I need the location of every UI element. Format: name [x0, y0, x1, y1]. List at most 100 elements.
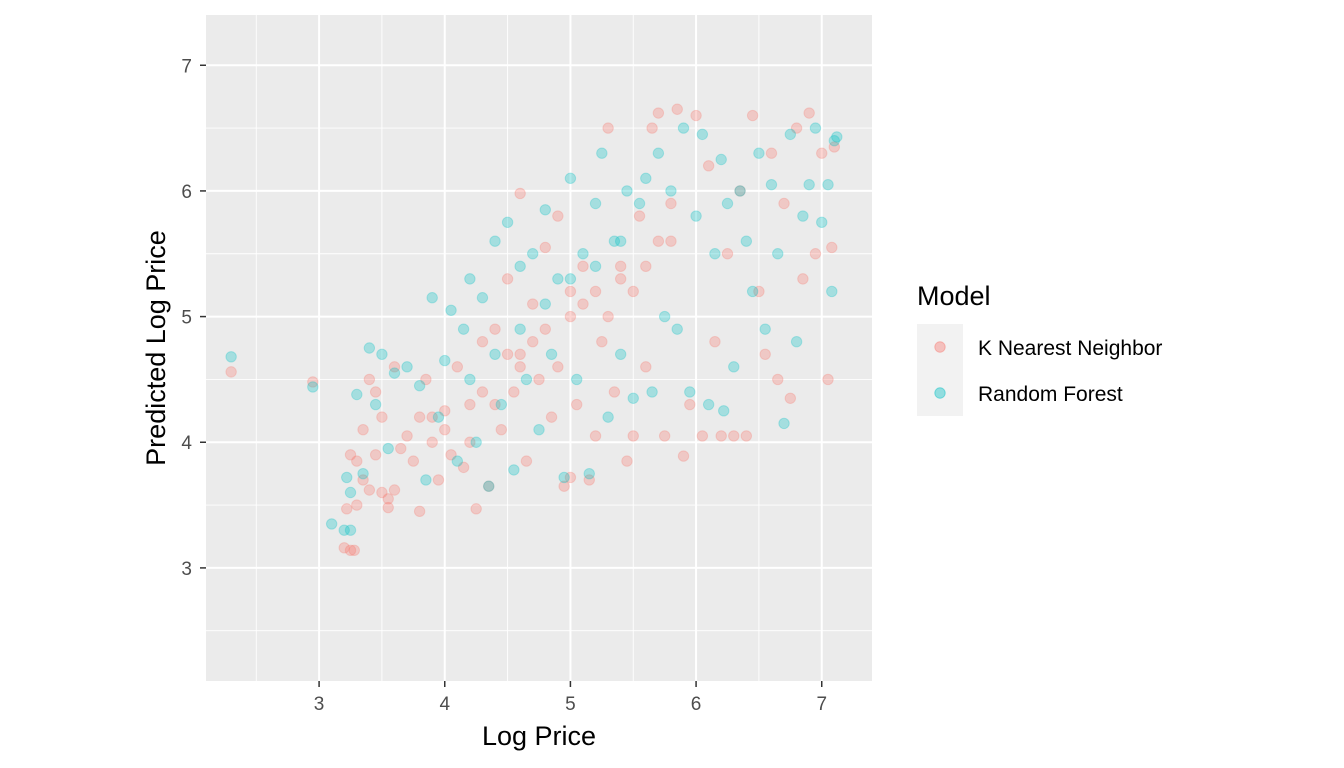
data-point: [677, 450, 690, 462]
data-point: [489, 398, 501, 411]
data-point: [388, 367, 401, 379]
data-point: [483, 480, 495, 492]
data-point: [596, 336, 608, 348]
data-point: [589, 197, 602, 210]
data-point: [652, 235, 665, 247]
data-point: [602, 122, 614, 134]
data-point: [341, 471, 353, 484]
data-point: [715, 153, 727, 166]
data-point: [464, 273, 476, 285]
data-point: [533, 373, 545, 386]
data-point: [457, 461, 470, 474]
data-point: [344, 544, 357, 557]
data-point: [357, 423, 369, 436]
data-point: [495, 398, 508, 411]
data-point: [338, 524, 350, 536]
data-point: [552, 361, 564, 373]
data-point: [740, 430, 753, 442]
data-point: [608, 235, 621, 247]
data-point: [539, 323, 551, 335]
data-point: [382, 442, 394, 455]
data-point: [633, 210, 646, 222]
data-point: [344, 449, 357, 461]
data-point: [772, 373, 784, 386]
y-axis-title: Predicted Log Price: [141, 230, 171, 466]
data-point: [344, 486, 357, 499]
data-point: [439, 405, 451, 417]
data-point: [816, 216, 828, 229]
data-point: [778, 417, 790, 430]
data-point: [772, 248, 784, 260]
data-point: [369, 449, 382, 461]
y-tick-label: 7: [181, 56, 192, 77]
x-axis: 3 4 5 6 7: [314, 681, 827, 715]
data-point: [665, 235, 677, 247]
data-point: [413, 505, 426, 518]
data-point: [501, 216, 514, 229]
data-point: [709, 336, 721, 348]
data-point: [614, 235, 627, 247]
data-point: [307, 381, 319, 393]
data-point: [351, 388, 363, 401]
data-point: [658, 430, 671, 442]
data-point: [225, 366, 237, 378]
grid-major: [206, 15, 872, 681]
x-axis-title: Log Price: [482, 721, 596, 751]
data-point: [646, 122, 658, 134]
data-point: [822, 373, 834, 386]
data-point: [520, 373, 533, 386]
data-point: [445, 449, 457, 461]
data-point: [401, 361, 413, 373]
data-point: [797, 273, 809, 285]
legend-label-1: K Nearest Neighbor: [978, 337, 1162, 360]
data-point: [514, 323, 526, 335]
data-point: [809, 122, 822, 134]
series-1: [225, 103, 841, 557]
data-point: [652, 107, 665, 119]
data-point: [577, 260, 589, 273]
data-point: [614, 348, 627, 360]
data-point: [527, 248, 539, 260]
legend-label-2: Random Forest: [978, 383, 1123, 406]
data-point: [583, 467, 595, 480]
series-2: [225, 122, 843, 536]
x-tick-label: 6: [691, 694, 702, 715]
data-point: [822, 178, 834, 191]
data-point: [344, 524, 357, 536]
data-point: [341, 503, 353, 515]
data-point: [621, 455, 633, 467]
data-point: [351, 455, 363, 467]
data-point: [684, 398, 696, 411]
data-point: [721, 197, 734, 210]
data-point: [527, 298, 539, 310]
data-point: [464, 436, 476, 448]
data-point: [520, 455, 533, 467]
data-point: [476, 292, 489, 304]
x-tick-label: 7: [816, 694, 827, 715]
data-point: [413, 411, 426, 423]
legend-key-1: [934, 341, 946, 353]
data-point: [718, 405, 730, 417]
grid-minor: [206, 15, 872, 681]
data-point: [483, 480, 495, 492]
data-point: [765, 147, 778, 159]
data-point: [671, 103, 683, 115]
data-point: [696, 128, 709, 141]
data-point: [564, 310, 577, 323]
data-point: [357, 474, 369, 486]
data-point: [826, 285, 838, 298]
data-point: [545, 348, 558, 360]
data-point: [640, 172, 652, 185]
data-point: [734, 185, 746, 197]
data-point: [489, 235, 501, 247]
series-layer: [225, 103, 843, 557]
data-point: [564, 273, 577, 285]
data-point: [671, 323, 683, 335]
data-point: [778, 197, 790, 210]
data-point: [545, 411, 558, 423]
data-point: [816, 147, 828, 159]
data-point: [684, 386, 696, 398]
data-point: [728, 430, 740, 442]
data-point: [552, 210, 564, 222]
